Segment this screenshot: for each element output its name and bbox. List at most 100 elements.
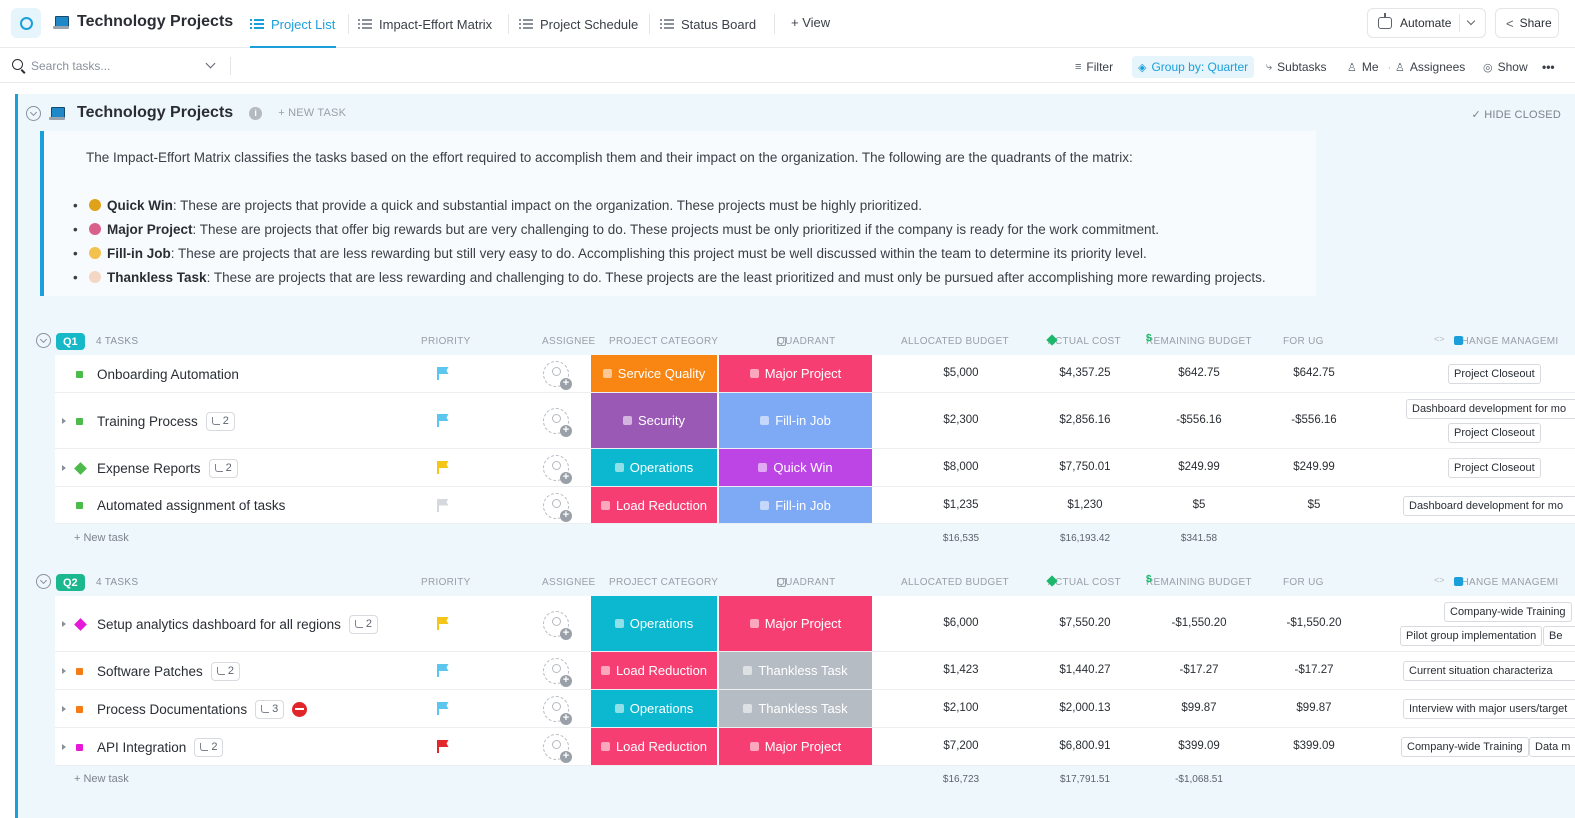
- project-category-cell[interactable]: Operations: [591, 449, 717, 486]
- priority-flag-icon[interactable]: [437, 740, 449, 753]
- tab-impact-effort-matrix[interactable]: Impact-Effort Matrix: [358, 0, 492, 48]
- for-ug-cell[interactable]: $399.09: [1293, 740, 1335, 752]
- info-icon[interactable]: i: [249, 106, 263, 120]
- group-badge[interactable]: Q1: [56, 333, 85, 350]
- task-name-text[interactable]: Software Patches: [97, 663, 203, 679]
- chevron-down-icon[interactable]: [1466, 16, 1476, 26]
- status-icon[interactable]: [76, 370, 83, 378]
- status-icon[interactable]: [76, 502, 83, 509]
- hide-closed-button[interactable]: ✓ HIDE CLOSED: [1471, 109, 1561, 121]
- new-task-button[interactable]: + New task: [74, 773, 129, 785]
- blocked-icon[interactable]: [292, 701, 308, 717]
- remaining-budget-cell[interactable]: -$556.16: [1176, 414, 1222, 426]
- priority-flag-icon[interactable]: [437, 414, 449, 427]
- task-name-text[interactable]: Onboarding Automation: [97, 366, 239, 382]
- table-row[interactable]: Process Documentations 3 Operations Thankle…: [55, 690, 1575, 728]
- col-remaining-budget[interactable]: REMAINING BUDGET: [1146, 336, 1252, 347]
- add-assignee-icon[interactable]: [543, 492, 572, 522]
- for-ug-cell[interactable]: -$556.16: [1291, 414, 1337, 426]
- allocated-budget-cell[interactable]: $8,000: [943, 461, 979, 473]
- task-name[interactable]: Automated assignment of tasks: [97, 496, 285, 516]
- quadrant-cell[interactable]: Quick Win: [719, 449, 872, 486]
- task-name[interactable]: API Integration 2: [97, 737, 224, 757]
- status-icon[interactable]: [74, 617, 87, 631]
- for-ug-cell[interactable]: -$17.27: [1294, 664, 1334, 676]
- group-by-button[interactable]: ◈ Group by: Quarter: [1132, 56, 1255, 78]
- tab-status-board[interactable]: Status Board: [660, 0, 756, 48]
- col-actual-cost[interactable]: ACTUAL COST: [1048, 577, 1121, 588]
- status-icon[interactable]: [76, 667, 83, 675]
- remaining-budget-cell[interactable]: $249.99: [1178, 461, 1220, 473]
- actual-cost-cell[interactable]: $6,800.91: [1059, 740, 1111, 752]
- tab-project-list[interactable]: Project List: [250, 0, 336, 48]
- share-button[interactable]: < Share: [1495, 8, 1559, 38]
- for-ug-cell[interactable]: $5: [1307, 498, 1321, 511]
- quadrant-cell[interactable]: Thankless Task: [719, 652, 872, 689]
- assignees-button[interactable]: ♙ Assignees: [1395, 56, 1465, 78]
- task-name-text[interactable]: Automated assignment of tasks: [97, 498, 286, 513]
- change-management-tag[interactable]: Dashboard development for mo: [1403, 495, 1575, 516]
- priority-flag-icon[interactable]: [437, 664, 449, 677]
- subtask-count-badge[interactable]: 2: [194, 737, 224, 757]
- task-name[interactable]: Software Patches 2: [97, 661, 240, 681]
- quadrant-cell[interactable]: Major Project: [719, 728, 872, 765]
- priority-flag-icon[interactable]: [437, 367, 449, 380]
- task-name-text[interactable]: Setup analytics dashboard for all region…: [97, 616, 341, 632]
- add-assignee-icon[interactable]: [543, 696, 572, 725]
- col-assignee[interactable]: ASSIGNEE: [542, 577, 596, 588]
- subtask-count-badge[interactable]: 3: [255, 699, 285, 719]
- change-management-tag[interactable]: Current situation characteriza: [1403, 661, 1575, 681]
- show-button[interactable]: ◎ Show: [1483, 56, 1528, 78]
- task-name[interactable]: Process Documentations 3: [97, 699, 308, 719]
- col-change-management[interactable]: CHANGE MANAGEMI: [1454, 577, 1559, 588]
- add-view-button[interactable]: + View: [791, 15, 831, 30]
- priority-flag-icon[interactable]: [437, 461, 449, 474]
- actual-cost-cell[interactable]: $7,550.20: [1059, 617, 1111, 629]
- quadrant-cell[interactable]: Major Project: [719, 355, 872, 392]
- col-for-ug[interactable]: FOR UG: [1283, 336, 1324, 347]
- remaining-budget-cell[interactable]: $5: [1192, 498, 1206, 511]
- col-actual-cost[interactable]: ACTUAL COST: [1048, 336, 1121, 347]
- col-for-ug[interactable]: FOR UG: [1283, 577, 1324, 588]
- subtask-count-badge[interactable]: 2: [210, 661, 240, 681]
- table-row[interactable]: Expense Reports 2 Operations Quick Win $8,00…: [55, 449, 1575, 487]
- status-icon[interactable]: [74, 461, 87, 475]
- task-name-text[interactable]: API Integration: [97, 739, 187, 755]
- col-quadrant[interactable]: QUADRANT: [777, 336, 836, 347]
- automate-button[interactable]: Automate: [1367, 8, 1486, 38]
- change-management-tag[interactable]: Company-wide Training: [1444, 602, 1572, 622]
- task-name[interactable]: Onboarding Automation: [97, 364, 239, 384]
- new-task-button[interactable]: + New task: [74, 532, 129, 544]
- actual-cost-cell[interactable]: $1,440.27: [1059, 664, 1111, 676]
- remaining-budget-cell[interactable]: $642.75: [1178, 367, 1220, 379]
- group-badge[interactable]: Q2: [56, 574, 85, 591]
- change-management-tag[interactable]: Project Closeout: [1448, 423, 1541, 443]
- priority-flag-icon[interactable]: [437, 498, 449, 512]
- col-allocated-budget[interactable]: ALLOCATED BUDGET: [901, 336, 1009, 347]
- subtasks-button[interactable]: ⤷ Subtasks: [1266, 56, 1327, 78]
- remaining-budget-cell[interactable]: $99.87: [1181, 702, 1217, 714]
- status-icon[interactable]: [76, 743, 83, 751]
- task-name[interactable]: Setup analytics dashboard for all region…: [97, 614, 379, 634]
- add-assignee-icon[interactable]: [543, 408, 572, 437]
- search-input[interactable]: [31, 57, 201, 75]
- page-title[interactable]: Technology Projects: [53, 13, 233, 31]
- status-icon[interactable]: [76, 705, 83, 713]
- change-management-tag[interactable]: Company-wide Training: [1401, 737, 1529, 757]
- actual-cost-cell[interactable]: $7,750.01: [1059, 461, 1111, 473]
- allocated-budget-cell[interactable]: $1,423: [943, 664, 979, 676]
- for-ug-cell[interactable]: $99.87: [1296, 702, 1332, 714]
- task-name-text[interactable]: Expense Reports: [97, 460, 201, 476]
- subtask-count-badge[interactable]: 2: [205, 411, 235, 431]
- expand-icon[interactable]: [62, 705, 66, 712]
- add-assignee-icon[interactable]: [543, 658, 572, 687]
- allocated-budget-cell[interactable]: $6,000: [943, 617, 979, 629]
- for-ug-cell[interactable]: $642.75: [1293, 367, 1335, 379]
- for-ug-cell[interactable]: $249.99: [1293, 461, 1335, 473]
- status-icon[interactable]: [76, 417, 83, 425]
- project-category-cell[interactable]: Load Reduction: [591, 487, 717, 523]
- col-assignee[interactable]: ASSIGNEE: [542, 336, 596, 347]
- col-remaining-budget[interactable]: REMAINING BUDGET: [1146, 577, 1252, 588]
- actual-cost-cell[interactable]: $2,856.16: [1059, 414, 1111, 426]
- quadrant-cell[interactable]: Major Project: [719, 596, 872, 651]
